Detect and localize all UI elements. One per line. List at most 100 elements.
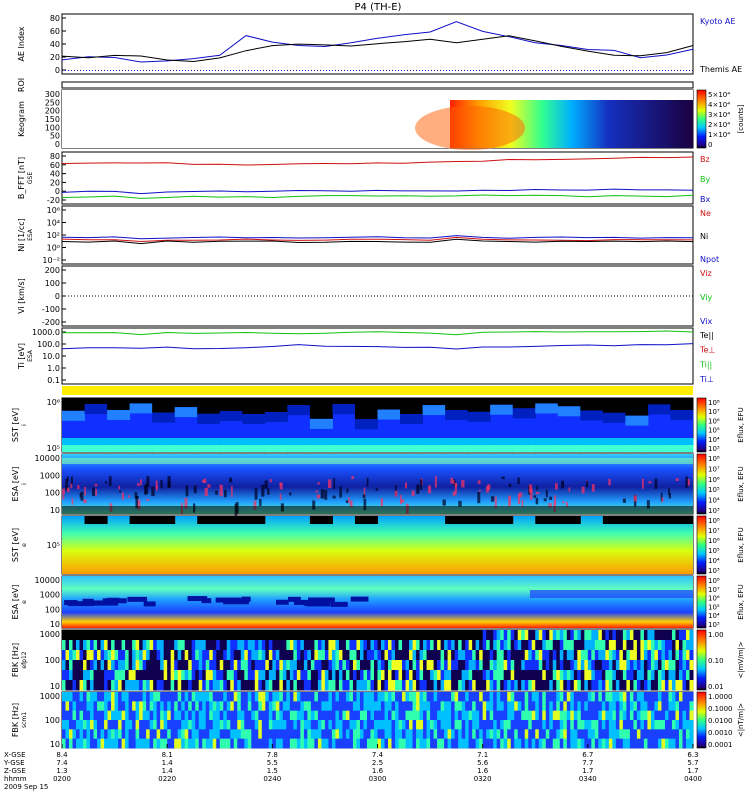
x-row-label: Z-GSE: [4, 767, 26, 775]
colorbar-tick-label: 10⁶: [708, 595, 720, 603]
colorbar-tick-label: 0.1000: [708, 705, 733, 713]
y-tick-label: 100: [45, 716, 60, 725]
colorbar-label: Eflux, EFU: [737, 466, 745, 501]
y-axis-label: ESA [eV]: [11, 467, 20, 502]
y-tick-label: 250: [45, 98, 60, 107]
series-ae-0: [61, 21, 694, 63]
colorbar: 5×10⁴ 4×10⁴ 3×10⁴ 2×10⁴ 1×10⁴ 0 [counts]: [696, 89, 745, 149]
y-tick-label: 0.1: [47, 376, 60, 385]
x-tick-label: 0300: [369, 775, 387, 783]
colorbar-scale: [696, 575, 707, 629]
panel-frame: [61, 327, 694, 385]
x-tick-label: 8.1: [162, 751, 173, 759]
y-tick-label: 10⁴: [47, 219, 60, 228]
y-axis-label: ROI: [17, 78, 26, 92]
esa-ion-spectrogram: [62, 454, 693, 516]
y-tick-label: 1000: [40, 630, 60, 639]
x-tick-label: 2.5: [372, 759, 383, 767]
y-axis-label: Ti [eV]: [17, 343, 26, 370]
legend-entry: Ne: [700, 209, 711, 218]
x-tick-label: 0340: [579, 775, 597, 783]
legend-entry: Ti⊥: [699, 375, 714, 384]
colorbar-tick-label: 10⁴: [708, 612, 720, 620]
panel-ni: Ni [1/cc] ESA 10⁶ 10⁴ 10² 10⁰ 10⁻² Ne Ni Npot: [17, 205, 719, 265]
y-tick-label: 10.0: [42, 352, 60, 361]
y-tick-label: 10²: [47, 231, 60, 240]
colorbar-tick-label: 10⁴: [708, 557, 720, 565]
y-tick-label: 200: [45, 107, 60, 116]
colorbar-scale: [696, 397, 707, 453]
y-axis-label: FBK [Hz]: [11, 643, 20, 677]
x-tick-label: 1.5: [267, 767, 278, 775]
y-tick-label: 10: [50, 620, 60, 629]
y-tick-label: 0: [55, 187, 60, 196]
y-axis-sublabel: efp12: [21, 651, 28, 668]
y-tick-label: 50: [50, 132, 60, 141]
colorbar-tick-label: 0.10: [708, 657, 724, 665]
plot-title: P4 (TH-E): [355, 2, 402, 13]
x-tick-label: 0240: [263, 775, 281, 783]
series-ae-1: [61, 35, 694, 63]
y-tick-label: 0: [55, 292, 60, 301]
x-tick-label: 7.8: [267, 751, 278, 759]
legend-entry: By: [700, 175, 710, 184]
y-tick-label: 10000: [35, 454, 60, 463]
colorbar-tick-label: 10⁸: [708, 577, 720, 585]
x-tick-label: 7.1: [477, 751, 488, 759]
colorbar-scale: [696, 515, 707, 575]
colorbar-tick-label: 1.0000: [708, 693, 733, 701]
x-tick-label: 7.7: [582, 759, 593, 767]
y-tick-label: 10⁶: [47, 398, 60, 407]
y-axis-sublabel: e: [21, 600, 28, 604]
y-tick-label: 1000: [40, 591, 60, 600]
colorbar-tick-label: 10³: [708, 507, 720, 515]
series-ni-0: [61, 236, 694, 243]
x-tick-label: 0200: [53, 775, 71, 783]
colorbar-scale: [696, 629, 707, 691]
y-tick-label: 40: [50, 170, 60, 179]
y-axis-label: Vi [km/s]: [17, 278, 26, 314]
colorbar-tick-label: 10⁷: [708, 465, 720, 473]
colorbar-tick-label: 10⁴: [708, 497, 720, 505]
y-tick-label: 100: [45, 656, 60, 665]
colorbar-label: [counts]: [737, 104, 745, 133]
colorbar-tick-label: 10⁸: [708, 455, 720, 463]
series-bfft-0: [61, 156, 694, 166]
legend-entry: Viz: [700, 269, 712, 278]
panel-frame: [61, 81, 694, 89]
colorbar-tick-label: 0: [708, 141, 712, 149]
panel-ae: AE Index 80 60 40 20 0 Kyoto AE Themis AE: [17, 13, 742, 75]
spectrogram-layers: [62, 90, 694, 749]
colorbar-tick-label: 10⁵: [708, 603, 720, 611]
y-tick-label: 10⁶: [47, 206, 60, 215]
y-tick-label: 150: [45, 115, 60, 124]
x-tick-label: 6.7: [582, 751, 593, 759]
legend-entry: Te||: [699, 331, 714, 340]
x-row-label: X-GSE: [4, 751, 26, 759]
colorbar-tick-label: 10⁸: [708, 517, 720, 525]
colorbar-tick-label: 10⁷: [708, 527, 720, 535]
colorbar-tick-label: 0.01: [708, 683, 724, 691]
y-tick-label: 10⁰: [47, 244, 60, 253]
quality-flag-bar: [62, 386, 693, 395]
x-tick-label: 5.5: [267, 759, 278, 767]
x-tick-label: 1.7: [687, 767, 698, 775]
y-tick-label: 300: [45, 90, 60, 99]
y-tick-label: 100: [45, 489, 60, 498]
y-tick-label: 1000: [40, 471, 60, 480]
y-axis-sublabel: e: [21, 543, 28, 547]
series-bfft-2: [61, 188, 694, 195]
colorbar-label: Eflux, EFU: [737, 584, 745, 619]
x-row-label: 2009 Sep 15: [4, 783, 48, 791]
x-tick-label: 8.4: [56, 751, 68, 759]
colorbar-tick-label: 10⁷: [708, 586, 720, 594]
x-tick-label: 5.7: [687, 759, 698, 767]
series-ti-2: [62, 330, 694, 336]
colorbar-tick-label: 0.0100: [708, 717, 733, 725]
y-axis-label: Keogram: [17, 101, 26, 137]
y-axis-label: Ni [1/cc]: [17, 218, 26, 252]
y-tick-label: 20: [50, 178, 60, 187]
colorbar-tick-label: 10⁶: [708, 417, 720, 425]
